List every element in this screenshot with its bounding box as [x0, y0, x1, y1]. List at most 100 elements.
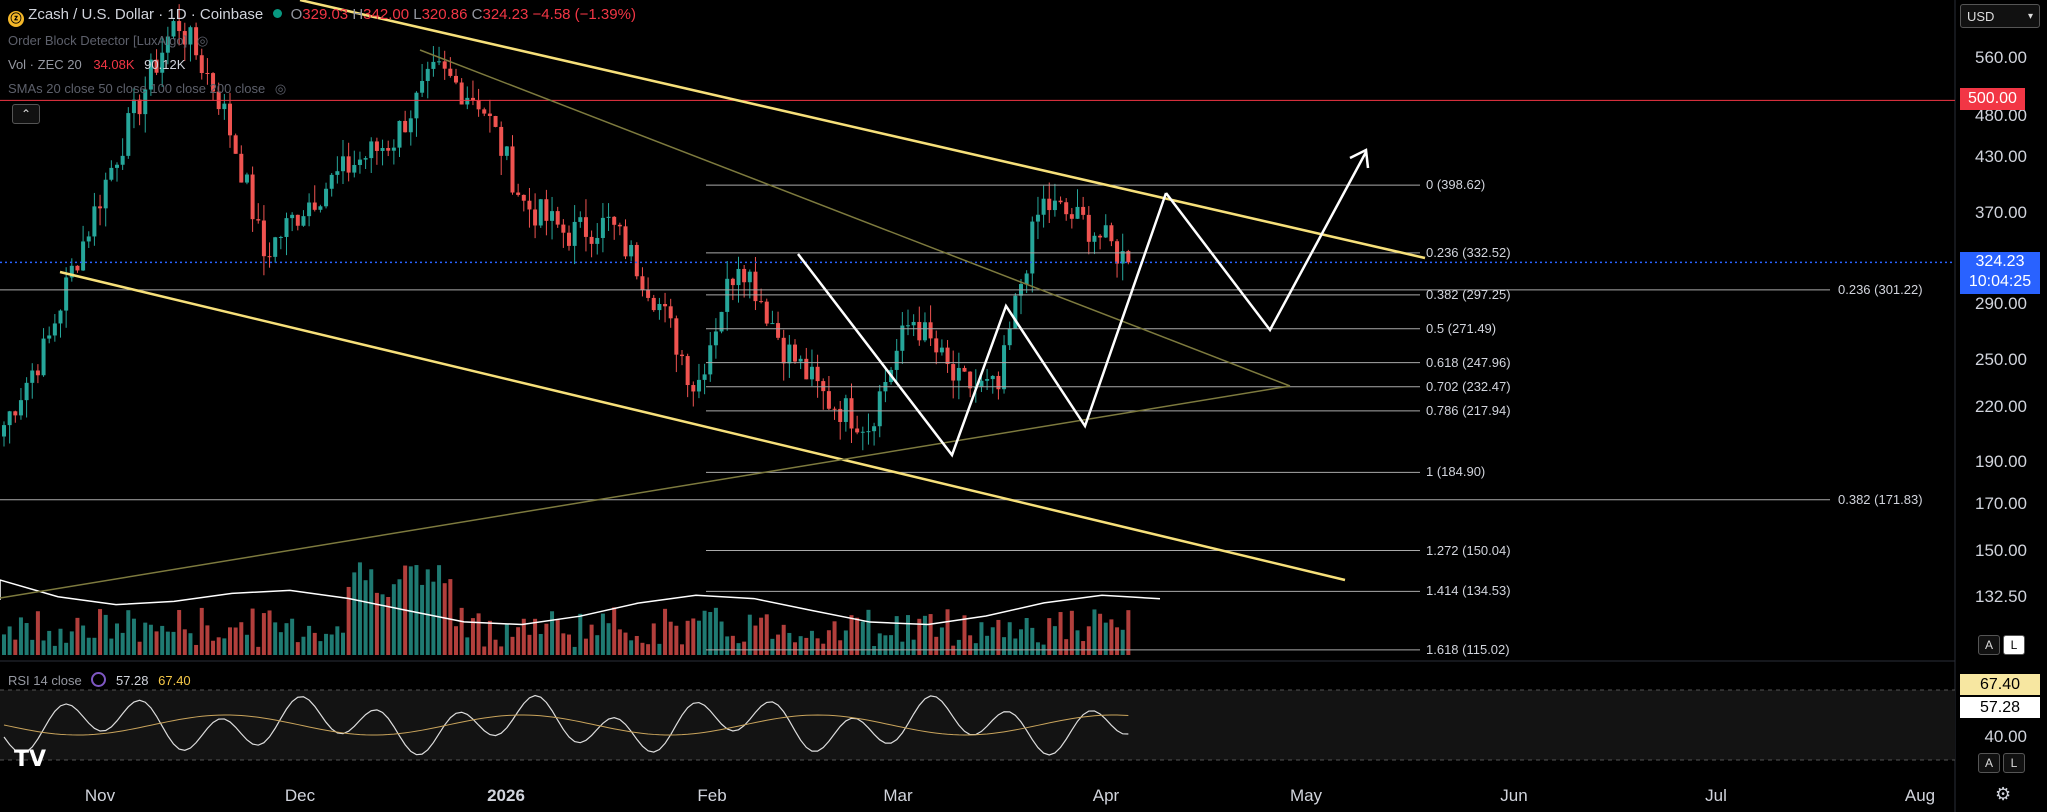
- candle: [499, 126, 504, 156]
- volume-bar: [1024, 617, 1029, 655]
- candle: [13, 411, 18, 416]
- volume-bar: [52, 645, 57, 655]
- candle: [69, 265, 74, 278]
- volume-bar: [1052, 626, 1057, 655]
- volume-bar: [798, 636, 803, 655]
- settings-gear-icon[interactable]: ⚙: [1995, 784, 2012, 804]
- volume-bar: [702, 610, 707, 655]
- indicator-smas[interactable]: SMAs 20 close 50 close 100 close 200 clo…: [8, 81, 286, 97]
- collapse-legend-button[interactable]: ⌃: [12, 104, 40, 124]
- candle: [380, 148, 385, 151]
- volume-bar: [663, 608, 668, 655]
- log-scale-button[interactable]: L: [2003, 635, 2025, 655]
- volume-bar: [487, 620, 492, 655]
- volume-bar: [956, 639, 961, 655]
- candle: [821, 381, 826, 392]
- volume-bar: [781, 624, 786, 655]
- rsi-axis-tick: 40.00: [1984, 727, 2027, 746]
- candle: [798, 358, 803, 362]
- candle: [154, 59, 159, 73]
- volume-bar: [295, 642, 300, 655]
- volume-bar: [18, 617, 23, 655]
- rsi-settings-icon[interactable]: [91, 672, 107, 687]
- candle: [1126, 251, 1131, 263]
- candle: [98, 206, 103, 209]
- candle: [115, 164, 119, 168]
- candle: [533, 209, 538, 226]
- candle: [420, 80, 425, 93]
- rsi-auto-scale-button[interactable]: A: [1978, 753, 2000, 773]
- indicator-volume-ma: 90.12K: [144, 57, 186, 72]
- fib-level-label: 1.414 (134.53): [1426, 583, 1511, 599]
- volume-bar: [759, 617, 764, 655]
- candle: [651, 297, 656, 311]
- volume-bar: [872, 646, 877, 655]
- volume-bar: [962, 615, 967, 655]
- volume-bar: [550, 611, 555, 655]
- indicator-order-block-label: Order Block Detector [LuxAlgo]: [8, 33, 188, 48]
- volume-bar: [47, 630, 52, 655]
- candle: [1086, 214, 1091, 242]
- indicator-order-block[interactable]: Order Block Detector [LuxAlgo] ◎: [8, 33, 208, 49]
- indicator-volume[interactable]: Vol · ZEC 20 34.08K 90.12K: [8, 57, 185, 72]
- volume-bar: [996, 619, 1001, 655]
- hidden-eye-icon[interactable]: ◎: [196, 33, 209, 48]
- candle: [855, 428, 860, 433]
- volume-bar: [1019, 629, 1023, 655]
- volume-bar: [103, 614, 108, 655]
- alert-level-tag[interactable]: 500.00: [1960, 88, 2025, 110]
- candle: [103, 179, 108, 209]
- candle: [92, 206, 97, 237]
- candle: [736, 268, 741, 286]
- volume-bar: [177, 610, 182, 655]
- volume-bar: [606, 623, 611, 655]
- volume-bar: [312, 632, 317, 655]
- volume-bar: [1058, 612, 1063, 655]
- volume-bar: [1013, 638, 1018, 655]
- time-axis-label: Feb: [697, 786, 727, 805]
- volume-bar: [804, 637, 809, 655]
- volume-bar: [171, 631, 176, 655]
- candle: [109, 167, 114, 180]
- candle: [567, 232, 571, 246]
- fib-level-label: 1.618 (115.02): [1426, 641, 1510, 657]
- candle: [1041, 198, 1046, 215]
- volume-bar: [261, 613, 266, 655]
- candle: [680, 354, 684, 357]
- candle: [137, 99, 142, 115]
- volume-bar: [165, 631, 170, 655]
- volume-bar: [267, 610, 272, 655]
- ohlc-low-label: L: [413, 6, 422, 23]
- auto-scale-button[interactable]: A: [1978, 635, 2000, 655]
- volume-bar: [516, 627, 521, 655]
- volume-bar: [928, 614, 933, 655]
- fib-level-label: 1 (184.90): [1426, 464, 1486, 480]
- volume-bar: [1007, 622, 1012, 655]
- volume-bar: [979, 622, 984, 655]
- volume-bar: [985, 635, 990, 655]
- currency-select[interactable]: USD ▾: [1960, 4, 2040, 28]
- candle: [228, 103, 232, 136]
- candle: [177, 21, 182, 32]
- candle: [120, 155, 125, 165]
- rsi-ma-value: 67.40: [158, 673, 191, 688]
- fib-long-label: 0.236 (301.22): [1838, 281, 1923, 297]
- volume-bar: [357, 562, 362, 655]
- ohlc-close: 324.23: [482, 6, 529, 23]
- volume-bar: [866, 609, 871, 655]
- candle: [64, 277, 69, 311]
- volume-bar: [1035, 642, 1040, 655]
- volume-bar: [922, 615, 927, 655]
- rsi-log-scale-button[interactable]: L: [2003, 753, 2025, 773]
- time-axis-label: Jun: [1500, 786, 1528, 805]
- candle: [708, 345, 713, 375]
- candle: [250, 174, 255, 220]
- hidden-eye-icon[interactable]: ◎: [274, 81, 287, 96]
- volume-bar: [115, 623, 119, 655]
- lower-trendline: [59, 270, 1346, 582]
- volume-bar: [917, 618, 922, 655]
- rsi-legend[interactable]: RSI 14 close 57.28 67.40: [8, 672, 191, 688]
- volume-bar: [770, 638, 775, 655]
- fib-level-label: 0.5 (271.49): [1426, 320, 1497, 336]
